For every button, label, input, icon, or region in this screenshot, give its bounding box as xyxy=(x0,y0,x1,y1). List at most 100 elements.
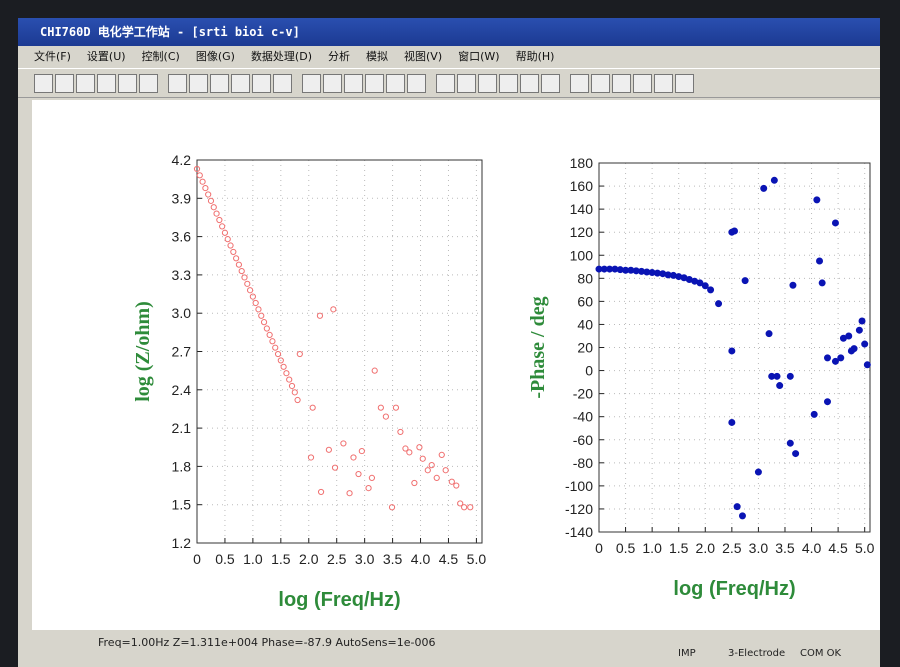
title-bar: CHI760D 电化学工作站 - [srti bioi c-v] xyxy=(18,18,880,46)
y-tick-label: -120 xyxy=(565,501,593,517)
menu-item[interactable]: 窗口(W) xyxy=(458,50,500,63)
plot-frame xyxy=(196,159,483,544)
data-point xyxy=(770,176,778,184)
tool-button[interactable] xyxy=(302,74,321,93)
menu-item[interactable]: 控制(C) xyxy=(141,50,180,63)
toolbar xyxy=(18,68,880,98)
data-point xyxy=(823,398,831,406)
x-tick-label: 2.0 xyxy=(696,540,716,556)
data-point xyxy=(330,306,337,313)
data-point xyxy=(280,363,287,370)
menu-item[interactable]: 设置(U) xyxy=(86,50,126,63)
data-point xyxy=(792,450,800,458)
x-tick-label: 4.5 xyxy=(828,540,848,556)
data-point xyxy=(377,404,384,411)
tool-button[interactable] xyxy=(323,74,342,93)
data-point xyxy=(388,504,396,511)
tool-button[interactable] xyxy=(365,74,384,93)
menu-item[interactable]: 文件(F) xyxy=(34,50,71,63)
tool-button[interactable] xyxy=(520,74,539,93)
menu-item[interactable]: 图像(G) xyxy=(195,50,235,63)
y-tick-label: 0 xyxy=(585,363,593,379)
x-tick-label: 5.0 xyxy=(855,540,875,556)
y-tick-label: 2.7 xyxy=(172,344,192,360)
data-point xyxy=(286,376,293,383)
y-tick-label: 140 xyxy=(570,201,594,217)
tool-button[interactable] xyxy=(55,74,74,93)
tool-button[interactable] xyxy=(189,74,208,93)
menu-item[interactable]: 数据处理(D) xyxy=(250,50,312,63)
data-point xyxy=(818,279,826,287)
tool-button[interactable] xyxy=(612,74,631,93)
data-point xyxy=(810,410,818,418)
y-tick-label: 2.1 xyxy=(172,420,192,436)
tool-button[interactable] xyxy=(407,74,426,93)
data-point xyxy=(249,293,256,300)
data-point xyxy=(382,413,389,420)
tool-button[interactable] xyxy=(570,74,589,93)
x-tick-label: 0 xyxy=(595,540,603,556)
data-point xyxy=(358,447,365,455)
y-tick-label: 120 xyxy=(570,224,594,240)
tool-button[interactable] xyxy=(633,74,652,93)
y-tick-label: 1.2 xyxy=(172,535,192,551)
tool-button[interactable] xyxy=(654,74,673,93)
tool-button[interactable] xyxy=(344,74,363,93)
tool-button[interactable] xyxy=(210,74,229,93)
data-point xyxy=(816,257,824,265)
tool-button[interactable] xyxy=(168,74,187,93)
data-point xyxy=(193,165,201,173)
menu-item[interactable]: 模拟 xyxy=(366,50,388,63)
data-point xyxy=(402,445,409,452)
data-point xyxy=(202,184,209,192)
tool-button[interactable] xyxy=(231,74,250,93)
tool-button[interactable] xyxy=(478,74,497,93)
menu-item[interactable]: 帮助(H) xyxy=(515,50,555,63)
data-point xyxy=(277,357,284,364)
tool-button[interactable] xyxy=(499,74,518,93)
data-point xyxy=(428,462,435,469)
data-point xyxy=(196,172,203,179)
data-point xyxy=(786,439,794,447)
tool-button[interactable] xyxy=(118,74,137,93)
data-point xyxy=(340,440,347,447)
x-axis-label: log (Freq/Hz) xyxy=(278,589,400,611)
data-point xyxy=(733,503,741,511)
x-tick-label: 3.0 xyxy=(749,540,769,556)
data-point xyxy=(355,470,362,478)
data-point xyxy=(419,455,426,462)
data-point xyxy=(238,267,245,275)
tool-button[interactable] xyxy=(97,74,116,93)
data-point xyxy=(260,319,268,326)
data-point xyxy=(219,223,226,230)
tool-button[interactable] xyxy=(436,74,455,93)
data-point xyxy=(272,344,279,351)
tool-button[interactable] xyxy=(273,74,292,93)
menu-item[interactable]: 分析 xyxy=(328,50,350,63)
data-point xyxy=(291,389,298,396)
tool-button[interactable] xyxy=(252,74,271,93)
data-point xyxy=(754,468,762,476)
data-point xyxy=(244,280,251,287)
data-point xyxy=(715,300,723,308)
data-point xyxy=(365,485,372,492)
y-tick-label: 3.9 xyxy=(172,190,192,206)
tool-button[interactable] xyxy=(386,74,405,93)
data-point xyxy=(230,248,237,256)
tool-button[interactable] xyxy=(457,74,476,93)
tool-button[interactable] xyxy=(34,74,53,93)
data-point xyxy=(760,184,768,192)
data-point xyxy=(467,504,474,511)
y-axis-label: log (Z/ohm) xyxy=(132,301,154,402)
tool-button[interactable] xyxy=(139,74,158,93)
tool-button[interactable] xyxy=(541,74,560,93)
y-tick-label: 40 xyxy=(577,316,593,332)
menu-item[interactable]: 视图(V) xyxy=(404,50,443,63)
tool-button[interactable] xyxy=(591,74,610,93)
data-point xyxy=(411,479,418,487)
tool-button[interactable] xyxy=(675,74,694,93)
data-point xyxy=(845,332,853,340)
tool-button[interactable] xyxy=(76,74,95,93)
data-point xyxy=(773,372,781,380)
plot-area: 1.2 1.5 1.8 2.1 2.4 2.7 3.0 3.3 3.6 3.9 4.2 0 0.5 1.0… xyxy=(32,100,880,630)
